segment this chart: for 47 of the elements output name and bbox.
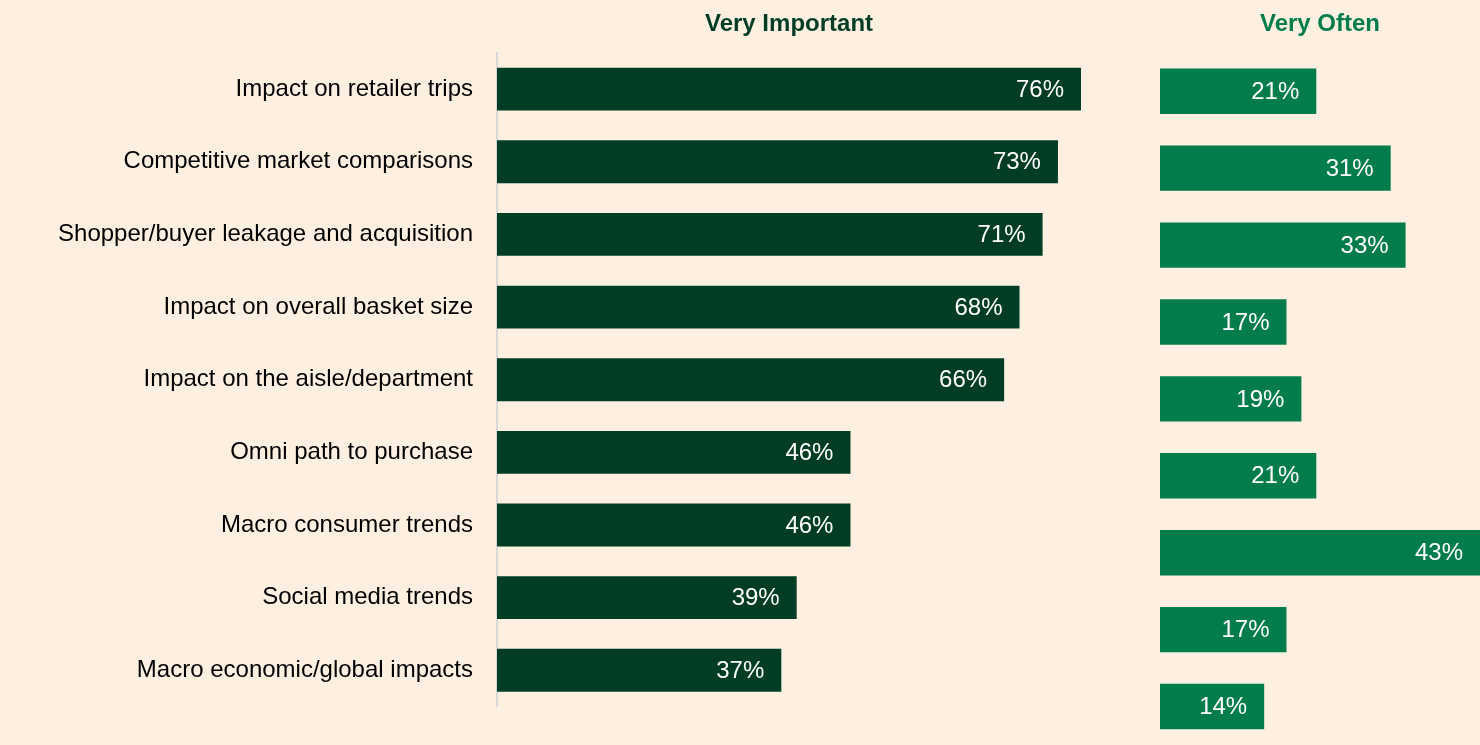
bar [1160,683,1265,730]
y-tick-label: Omni path to purchase [230,436,473,464]
data-label: 37% [716,655,765,683]
bar [1160,376,1302,422]
bar [1160,530,1480,576]
bar [1160,299,1287,345]
bar [497,285,1020,329]
bar [497,503,851,547]
bar [497,576,797,620]
bar [1160,145,1391,191]
data-label: 73% [992,147,1041,175]
y-tick-label: Macro economic/global impacts [136,654,473,682]
data-label: 46% [785,510,834,538]
bar [497,430,851,474]
chart-title: Very Important [704,9,874,37]
bar [1160,453,1317,499]
y-tick-label: Impact on retailer trips [235,73,473,101]
bar [1160,606,1287,653]
data-label: 39% [731,583,780,611]
bar [497,140,1058,184]
y-tick-label: Impact on the aisle/department [143,364,474,392]
y-tick-label: Impact on overall basket size [163,291,473,319]
data-label: 46% [785,437,834,465]
data-label: 17% [1221,307,1270,335]
bar [1160,68,1317,114]
data-label: 71% [977,220,1026,248]
data-label: 31% [1325,153,1374,181]
y-tick-label: Competitive market comparisons [123,146,473,174]
bar [497,648,782,692]
data-label: 68% [954,292,1003,320]
data-label: 19% [1236,384,1285,412]
bar [1160,222,1406,268]
y-tick-label: Macro consumer trends [220,509,473,537]
y-tick-label: Shopper/buyer leakage and acquisition [58,219,473,247]
bar [497,212,1043,256]
data-label: 66% [939,365,988,393]
data-label: 14% [1199,692,1248,720]
bar [497,358,1005,402]
data-label: 21% [1251,461,1300,489]
bar [497,67,1081,111]
data-label: 76% [1015,74,1064,102]
data-label: 33% [1340,230,1389,258]
data-label: 21% [1251,76,1300,104]
chart-title: Very Often [1259,9,1381,37]
data-label: 17% [1221,615,1270,643]
data-label: 43% [1414,538,1463,566]
y-tick-label: Social media trends [262,582,473,610]
